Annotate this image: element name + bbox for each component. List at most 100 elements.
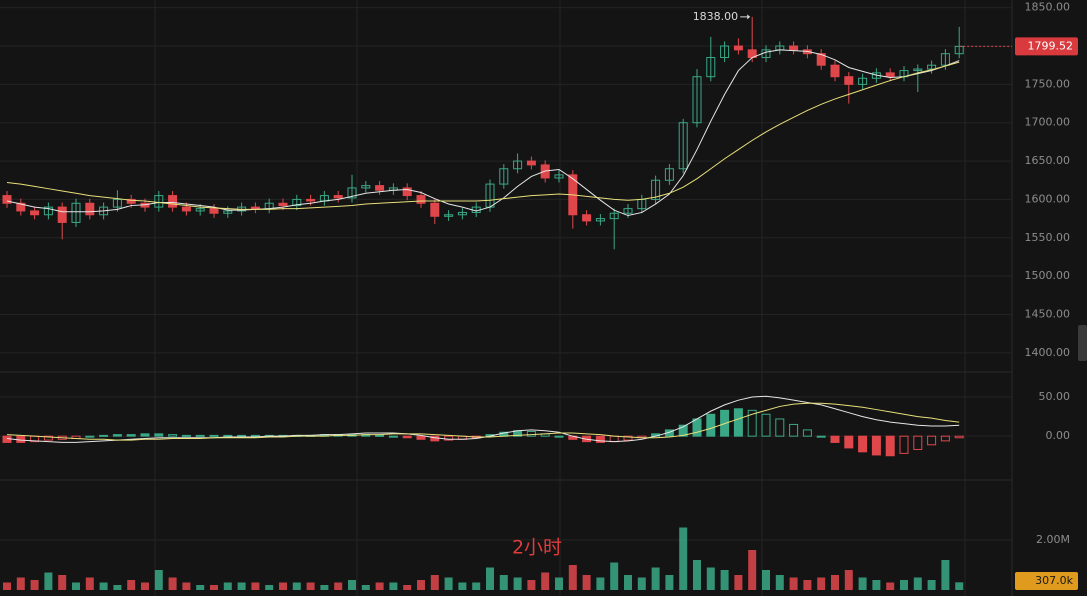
volume-bar (306, 582, 315, 590)
vertical-grid (154, 0, 966, 596)
y-tick-label: 1400.00 (1025, 346, 1071, 359)
volume-bar (886, 582, 895, 590)
macd-bar (223, 434, 233, 437)
macd-bar (595, 435, 605, 443)
macd-bar (871, 435, 881, 456)
candle-body (430, 202, 440, 217)
volume-bar (665, 575, 674, 590)
candle-body (30, 210, 40, 216)
candle-body (664, 168, 674, 181)
y-tick-label: 1850.00 (1025, 1, 1071, 14)
volume-bar (582, 575, 591, 590)
price-tag-label: 1799.52 (1028, 39, 1074, 52)
candle-body (940, 53, 950, 66)
volume-bar (210, 585, 218, 590)
candle-body (250, 206, 260, 210)
volume-bar (375, 582, 384, 590)
volume-bar (16, 577, 25, 590)
volume-bar (693, 560, 701, 590)
volume-bar (472, 582, 481, 590)
macd-bar (388, 435, 398, 438)
scroll-handle[interactable] (1078, 325, 1087, 361)
price-tag (1015, 37, 1078, 56)
macd-bar (375, 434, 385, 437)
candle-body (195, 208, 205, 212)
volume-bar (251, 582, 260, 590)
y-tick-label: 2.00M (1036, 533, 1070, 546)
candle-body (582, 214, 592, 222)
annotation: 2小时 (512, 537, 562, 559)
volume-bar (127, 580, 136, 590)
volume-bar (292, 582, 301, 590)
macd-line (6, 402, 960, 441)
macd-bar (526, 430, 536, 437)
candle-body (858, 77, 868, 85)
candle-body (168, 195, 178, 208)
volume-bar (720, 570, 729, 590)
y-tick-label: 1450.00 (1025, 307, 1071, 320)
price-tag-label: 307.0k (1035, 574, 1073, 587)
macd-bar (154, 433, 164, 437)
macd-bar (761, 413, 771, 437)
volume-bar (596, 577, 605, 590)
candle-body (347, 187, 357, 199)
volume-bar (279, 582, 287, 590)
volume-bar (734, 575, 743, 590)
macd-bar (554, 435, 564, 438)
volume-bar (568, 565, 577, 590)
macd-bar (816, 435, 826, 438)
candle-body (720, 45, 730, 59)
volume-bar (679, 527, 688, 590)
volume-bar (334, 582, 343, 590)
candle-body (278, 202, 288, 207)
y-tick-label: 0.00 (1046, 429, 1071, 442)
volume-bar (624, 575, 632, 590)
volume-bar (527, 580, 536, 590)
macd-bar (85, 435, 95, 438)
volume-bar (513, 577, 522, 590)
volume-bar (541, 572, 550, 590)
macd-bar (140, 433, 150, 437)
volume-bar (141, 582, 149, 590)
macd-bar (747, 409, 757, 437)
y-tick-label: 50.00 (1039, 390, 1071, 403)
macd-bar (775, 418, 785, 437)
macd-bar (99, 434, 109, 437)
candle-body (444, 214, 454, 217)
volume-bar (99, 582, 108, 590)
candle-body (375, 185, 385, 191)
macd-bar (623, 435, 633, 441)
volume-bar (499, 575, 508, 590)
volume-bar (872, 580, 881, 590)
moving-average (6, 61, 960, 210)
volume-bar (430, 575, 439, 590)
volume-bar (223, 582, 232, 590)
macd-bar (402, 435, 412, 439)
volume-bar (706, 567, 715, 590)
moving-average (6, 49, 960, 217)
candle-body (416, 195, 426, 204)
volume-bar (775, 575, 784, 590)
candle-body (43, 206, 53, 216)
volume-bar (320, 585, 329, 590)
volume-bar (403, 585, 412, 590)
volume-bar (113, 585, 122, 590)
volume-bar (389, 582, 398, 590)
volume-bar (844, 570, 853, 590)
candle-body (292, 198, 302, 207)
macd-bar (940, 435, 950, 442)
volume-bar (941, 560, 950, 590)
candle-body (733, 45, 743, 51)
volume-bar (900, 580, 908, 590)
candle-body (85, 202, 95, 216)
y-tick-label: 1600.00 (1025, 192, 1071, 205)
candle-body (789, 45, 799, 51)
macd-bar (802, 429, 812, 437)
macd-bar (444, 435, 454, 441)
macd-bar (209, 434, 219, 437)
volume-bar (237, 582, 246, 590)
macd-bar (733, 408, 743, 437)
candle-body (678, 122, 688, 170)
volume-bar (348, 580, 356, 590)
